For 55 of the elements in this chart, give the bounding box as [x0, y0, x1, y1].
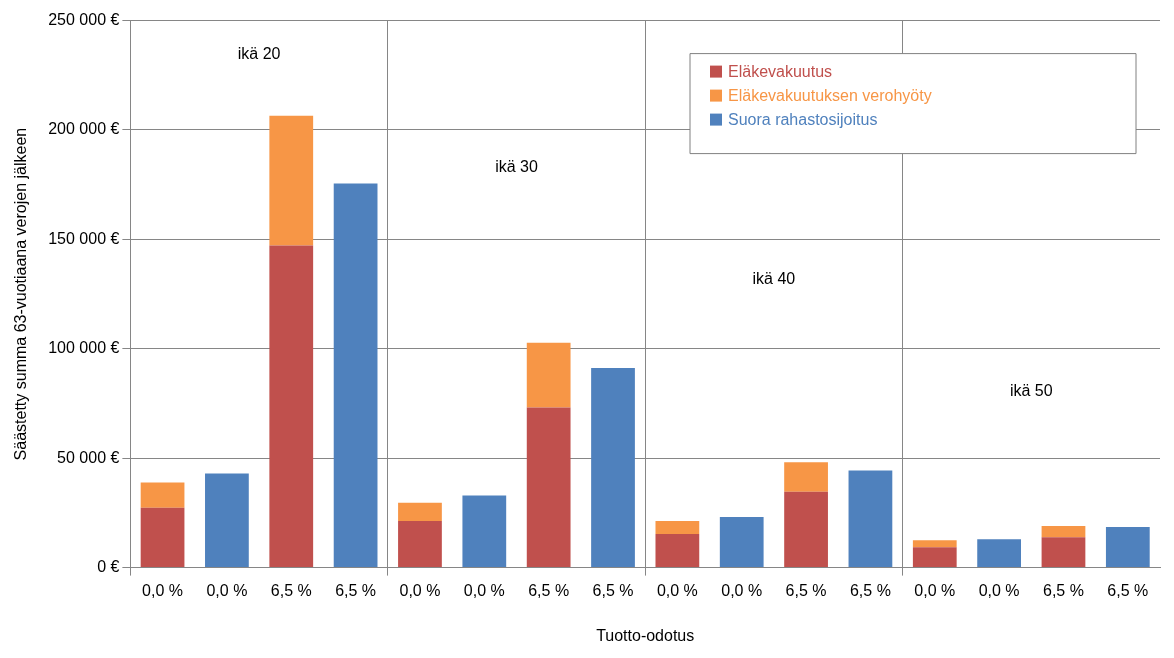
- x-tick-label: 0,0 %: [914, 581, 956, 599]
- y-tick-label: 50 000 €: [57, 448, 120, 466]
- x-tick-label: 0,0 %: [656, 581, 698, 599]
- annotation: ikä 20: [237, 45, 281, 63]
- x-tick-label: 6,5 %: [592, 581, 634, 599]
- bar: [655, 521, 700, 535]
- x-tick-label: 0,0 %: [399, 581, 441, 599]
- bar: [269, 115, 314, 246]
- bar: [140, 482, 185, 508]
- x-tick-label: 6,5 %: [785, 581, 827, 599]
- bar: [784, 491, 828, 568]
- bar: [462, 495, 507, 568]
- bar: [784, 462, 828, 492]
- bar: [591, 368, 635, 568]
- x-tick-label: 6,5 %: [270, 581, 312, 599]
- x-tick-label: 6,5 %: [335, 581, 377, 599]
- y-tick-label: 100 000 €: [48, 339, 120, 357]
- bar: [977, 539, 1021, 568]
- bar: [655, 534, 700, 568]
- y-tick-label: 0 €: [97, 558, 120, 576]
- x-tick-label: 0,0 %: [142, 581, 184, 599]
- bar: [205, 473, 249, 568]
- bar: [912, 540, 957, 548]
- bar: [848, 470, 893, 568]
- bar: [1041, 537, 1086, 568]
- x-tick-label: 0,0 %: [978, 581, 1020, 599]
- bar: [333, 183, 378, 568]
- x-axis-title: Tuotto-odotus: [596, 626, 695, 644]
- x-tick-label: 6,5 %: [528, 581, 570, 599]
- y-tick-label: 200 000 €: [48, 120, 120, 138]
- legend-label: Suora rahastosijoitus: [728, 111, 878, 129]
- x-tick-label: 6,5 %: [1107, 581, 1149, 599]
- bar: [1041, 526, 1086, 538]
- y-tick-label: 250 000 €: [48, 11, 120, 29]
- x-tick-label: 6,5 %: [849, 581, 891, 599]
- bar: [398, 521, 442, 568]
- legend-label: Eläkevakuutuksen verohyöty: [728, 87, 932, 105]
- bar: [526, 342, 571, 408]
- legend-label: Eläkevakuutus: [728, 63, 833, 81]
- x-tick-label: 0,0 %: [206, 581, 248, 599]
- bar: [526, 407, 571, 568]
- x-tick-label: 6,5 %: [1043, 581, 1084, 599]
- annotation: ikä 50: [1009, 381, 1053, 399]
- bar: [1105, 527, 1150, 568]
- bar: [912, 547, 957, 568]
- y-axis-title: Säästetty summa 63-vuotiaana verojen jälkeen: [12, 127, 30, 461]
- y-tick-label: 150 000 €: [48, 229, 120, 247]
- bar: [269, 245, 314, 568]
- bar: [719, 517, 764, 568]
- bar: [398, 502, 442, 521]
- annotation: ikä 30: [495, 157, 538, 175]
- x-tick-label: 0,0 %: [721, 581, 763, 599]
- bar: [140, 507, 185, 568]
- x-tick-label: 0,0 %: [463, 581, 505, 599]
- annotation: ikä 40: [752, 269, 796, 287]
